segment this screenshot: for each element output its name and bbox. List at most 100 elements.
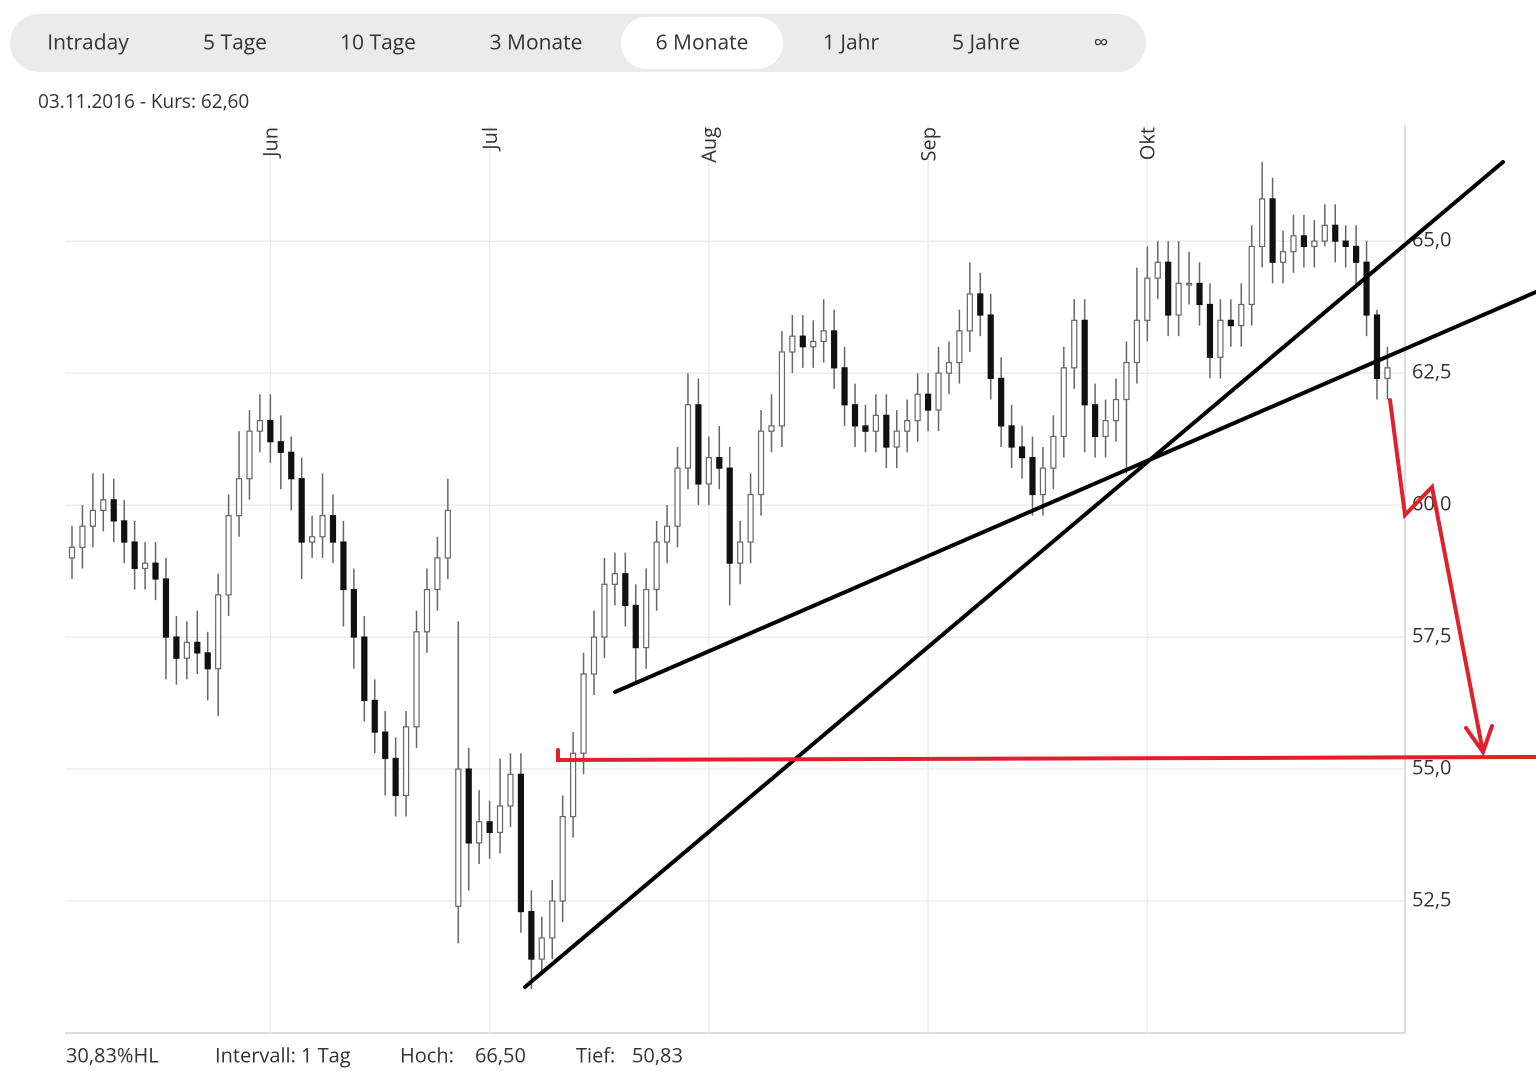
candle-body [194, 641, 201, 654]
candle-body [1311, 240, 1318, 248]
candle-body [820, 330, 827, 343]
candle-body [831, 330, 838, 369]
footer-low-label: Tief: [576, 1041, 615, 1068]
candle-body [1050, 435, 1057, 469]
candle-body [340, 541, 347, 591]
tab[interactable]: 5 Tage [203, 29, 267, 57]
candle-body [1060, 367, 1067, 438]
candle-body [1092, 404, 1099, 438]
candle-body [110, 499, 117, 522]
x-tick-label: Jul [476, 127, 503, 152]
candle-body [841, 367, 848, 406]
footer-low-value: 50,83 [632, 1041, 683, 1068]
footer-high-label: Hoch: [400, 1041, 454, 1068]
tab[interactable]: Intraday [47, 29, 129, 57]
x-tick-label: Aug [695, 127, 722, 163]
candle-body [632, 604, 639, 649]
x-tick-label: Jun [257, 127, 284, 159]
candle-body [1321, 224, 1328, 242]
candle-body [956, 330, 963, 364]
candle-body [747, 493, 754, 543]
tab-active[interactable] [621, 17, 783, 69]
candle-body [100, 499, 107, 511]
candle-body [893, 430, 900, 448]
candle-body [1217, 319, 1224, 358]
candle-body [653, 541, 660, 591]
candle-body [1144, 277, 1151, 321]
candle-body [757, 430, 765, 496]
candle-body [914, 393, 921, 422]
candle-body [1227, 319, 1234, 327]
candle-body [1332, 224, 1339, 242]
support-line [556, 748, 1536, 763]
candle-body [1248, 245, 1255, 306]
candle-body [141, 562, 149, 570]
candle-body [872, 414, 879, 432]
candle-body [1133, 319, 1140, 364]
candle-body [361, 636, 368, 702]
candle-body [371, 699, 378, 733]
candle-body [674, 467, 681, 527]
candle-body [601, 583, 608, 638]
candle-body [945, 361, 953, 374]
candle-body [382, 731, 389, 760]
tab[interactable]: 1 Jahr [823, 29, 880, 57]
candle-body [1373, 314, 1381, 379]
candle-body [768, 425, 775, 432]
tab-bar [10, 14, 1146, 72]
candle-body [183, 641, 190, 659]
candle-body [1185, 282, 1193, 286]
candle-body [851, 404, 859, 427]
candle-body [1039, 467, 1047, 496]
candle-body [1342, 240, 1349, 248]
tab[interactable]: 3 Monate [490, 29, 583, 57]
y-tick-label: 62,5 [1412, 357, 1451, 384]
tab[interactable]: 10 Tage [340, 29, 416, 57]
candle-body [319, 515, 326, 538]
candle-body [486, 821, 493, 833]
candle-body [1018, 446, 1026, 459]
candle-body [966, 293, 973, 332]
candle-body [152, 562, 159, 580]
candle-body [799, 335, 806, 348]
candle-body [622, 573, 629, 606]
candle-body [1008, 425, 1015, 448]
candle-body [465, 768, 472, 844]
candle-body [1384, 367, 1391, 379]
candle-body [695, 404, 702, 485]
candle-body [1102, 420, 1109, 438]
candle-body [1196, 282, 1203, 306]
candle-body [1206, 303, 1214, 358]
candle-body [215, 594, 222, 670]
candle-body [204, 652, 211, 670]
tab[interactable]: 6 Monate [656, 29, 749, 57]
candle-body [89, 509, 96, 527]
candle-body [309, 536, 316, 543]
candle-body [1300, 235, 1308, 248]
candle-body [256, 420, 264, 432]
footer-range: 30,83%HL [66, 1041, 159, 1068]
header-text: 03.11.2016 - Kurs: 62,60 [38, 88, 249, 114]
candle-body [559, 815, 566, 902]
y-tick-label: 65,0 [1412, 225, 1451, 252]
candle-body [1081, 319, 1088, 406]
candle-body [121, 520, 128, 543]
candle-body [131, 541, 138, 570]
candle-body [235, 478, 243, 517]
tab[interactable]: ∞ [1094, 29, 1109, 57]
candle-body [507, 773, 514, 807]
trend-line [523, 160, 1505, 989]
candle-body [246, 430, 253, 480]
tab[interactable]: 5 Jahre [952, 29, 1020, 57]
annotations [523, 160, 1536, 989]
candle-body [924, 393, 932, 411]
candle-body [1123, 361, 1130, 401]
candle-body [716, 456, 723, 469]
candle-body [1165, 261, 1172, 316]
candle-body [288, 451, 295, 480]
arrow-head [1464, 724, 1494, 757]
candle-body [298, 478, 305, 543]
candle-body [643, 588, 650, 649]
